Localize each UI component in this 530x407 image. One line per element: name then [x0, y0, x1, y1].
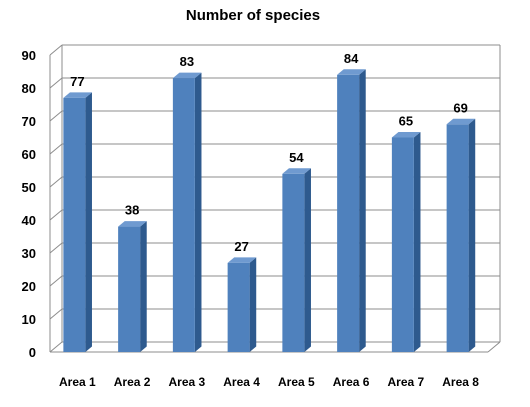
y-tick-label: 30 [22, 246, 36, 261]
bar-side [359, 69, 366, 353]
gridline-depth [49, 44, 63, 56]
y-tick-label: 40 [22, 213, 36, 228]
y-tick-label: 80 [22, 81, 36, 96]
y-tick-label: 20 [22, 279, 36, 294]
x-tick-label: Area 2 [114, 375, 151, 389]
bar-side [140, 221, 147, 352]
data-label: 84 [344, 51, 359, 66]
gridline-depth [49, 308, 63, 320]
x-tick-label: Area 4 [223, 375, 260, 389]
bar [63, 97, 86, 353]
gridline-depth [49, 242, 63, 254]
y-tick-label: 50 [22, 180, 36, 195]
bar-top [282, 168, 311, 174]
x-tick-label: Area 3 [169, 375, 206, 389]
gridline-depth [49, 275, 63, 287]
bar [337, 74, 360, 353]
floor-right-edge [487, 341, 501, 353]
bar-side [194, 72, 202, 352]
x-tick-label: Area 6 [333, 375, 370, 389]
y-tick-label: 0 [29, 345, 36, 360]
x-tick-label: Area 5 [278, 375, 315, 389]
bar [391, 137, 414, 352]
y-tick-label: 70 [22, 114, 36, 129]
gridline-depth [49, 77, 63, 89]
data-label: 83 [180, 54, 194, 69]
gridline-depth [49, 143, 63, 155]
bar-side [249, 257, 257, 352]
gridline-depth [49, 176, 63, 188]
gridline-depth [49, 209, 63, 221]
bar-top [337, 69, 366, 75]
chart-title: Number of species [186, 7, 320, 24]
x-tick-label: Area 1 [59, 375, 96, 389]
bar-layer [63, 69, 476, 353]
bar [172, 78, 195, 352]
bar [282, 173, 305, 352]
bar [118, 226, 141, 352]
gridline-depth [49, 110, 63, 122]
data-label: 77 [70, 74, 84, 89]
bar-top [446, 118, 476, 125]
gridline-depth [49, 341, 63, 353]
bar-top [172, 72, 202, 79]
bar-top [391, 132, 421, 138]
y-tick-label: 10 [22, 312, 36, 327]
data-label: 69 [453, 100, 467, 115]
data-label: 54 [289, 150, 304, 165]
bar-side [85, 92, 92, 353]
bar-top [63, 92, 92, 98]
bar-top [227, 257, 257, 263]
data-label: 65 [399, 114, 413, 129]
bar-side [304, 168, 311, 352]
data-label: 38 [125, 203, 139, 218]
bar [227, 262, 250, 352]
label-layer: 77 Area 1 38 Area 2 83 Area 3 27 Area 4 54 Area 5… [59, 51, 479, 389]
y-tick-label: 60 [22, 147, 36, 162]
bar-side [468, 118, 476, 352]
data-label: 27 [234, 239, 248, 254]
bar-side [413, 132, 421, 352]
x-tick-label: Area 7 [388, 375, 425, 389]
grid-layer [49, 44, 501, 353]
x-tick-label: Area 8 [442, 375, 479, 389]
bar [446, 124, 469, 352]
axis-layer: 0 10 20 30 40 50 60 70 80 90 [22, 48, 501, 360]
bar-top [118, 221, 147, 227]
y-tick-label: 90 [22, 48, 36, 63]
